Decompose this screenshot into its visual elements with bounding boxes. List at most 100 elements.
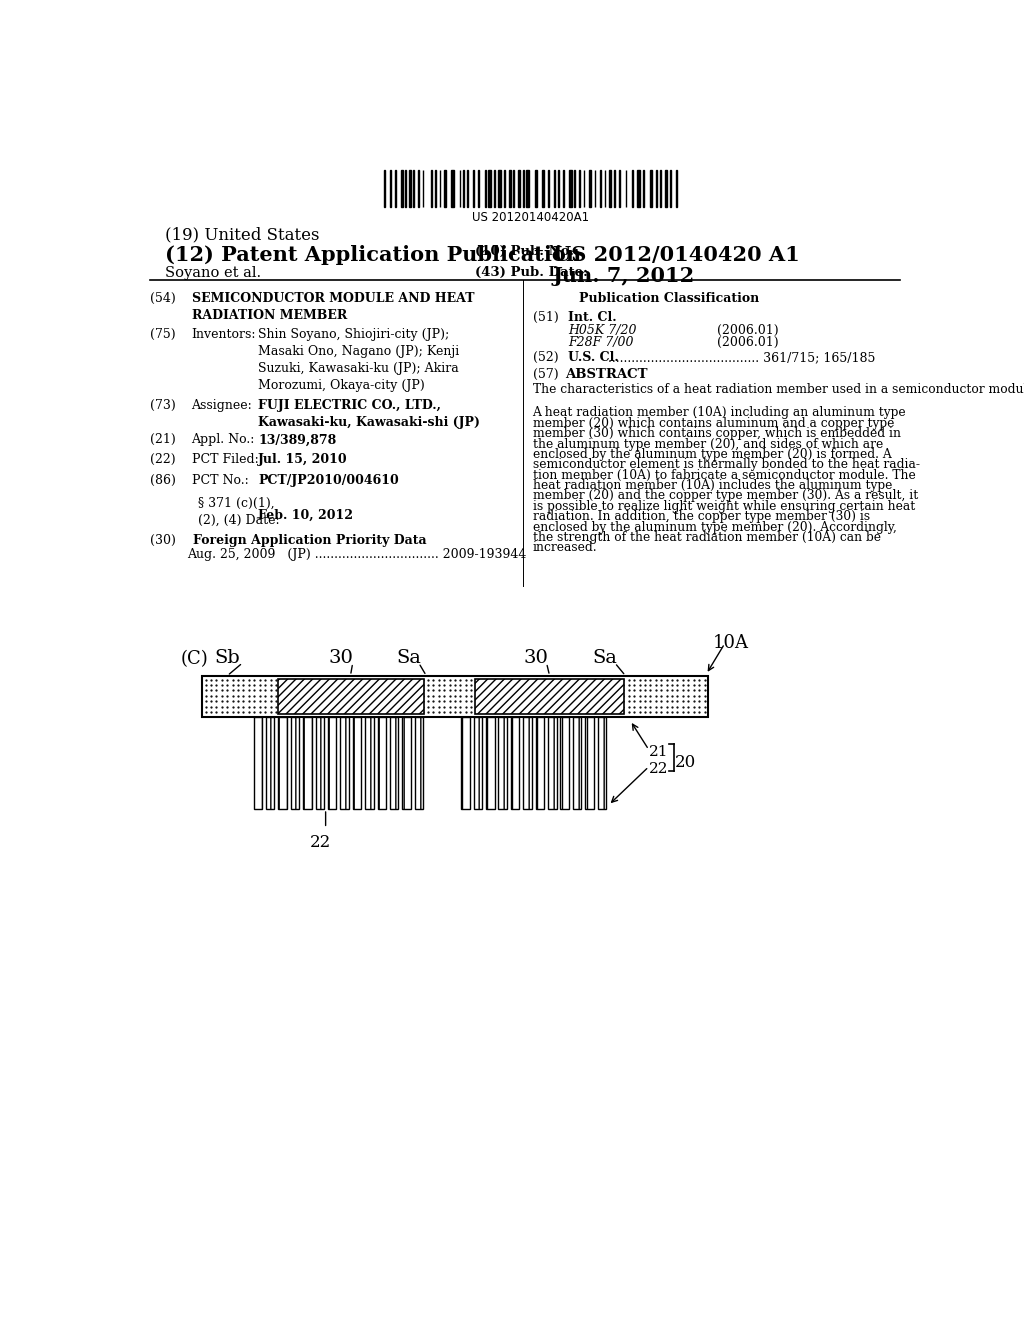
- Text: Sa: Sa: [592, 649, 617, 667]
- Text: (C): (C): [180, 649, 209, 668]
- Bar: [415, 717, 423, 809]
- Bar: [390, 717, 398, 809]
- Text: Soyano et al.: Soyano et al.: [165, 267, 261, 280]
- Bar: [328, 717, 337, 809]
- Text: (52): (52): [532, 351, 558, 364]
- Text: (2006.01): (2006.01): [717, 323, 778, 337]
- Bar: [474, 717, 482, 809]
- Bar: [279, 717, 287, 809]
- Bar: [352, 717, 361, 809]
- Text: (54): (54): [150, 293, 175, 305]
- Text: Appl. No.:: Appl. No.:: [191, 433, 255, 446]
- Text: (10) Pub. No.:: (10) Pub. No.:: [475, 244, 580, 257]
- Bar: [504, 170, 506, 207]
- Bar: [650, 170, 652, 207]
- Text: PCT Filed:: PCT Filed:: [191, 453, 258, 466]
- Text: ABSTRACT: ABSTRACT: [565, 368, 647, 381]
- Text: The characteristics of a heat radiation member used in a semiconductor module ar: The characteristics of a heat radiation …: [532, 383, 1024, 396]
- Bar: [523, 717, 531, 809]
- Text: heat radiation member (10A) includes the aluminum type: heat radiation member (10A) includes the…: [532, 479, 892, 492]
- Bar: [278, 678, 424, 714]
- Text: A heat radiation member (10A) including an aluminum type: A heat radiation member (10A) including …: [532, 407, 906, 420]
- Text: enclosed by the aluminum type member (20). Accordingly,: enclosed by the aluminum type member (20…: [532, 520, 896, 533]
- Text: Jul. 15, 2010: Jul. 15, 2010: [258, 453, 348, 466]
- Text: Assignee:: Assignee:: [191, 399, 252, 412]
- Text: member (30) which contains copper, which is embedded in: member (30) which contains copper, which…: [532, 428, 900, 440]
- Bar: [488, 170, 490, 207]
- Bar: [632, 170, 633, 207]
- Text: § 371 (c)(1),
(2), (4) Date:: § 371 (c)(1), (2), (4) Date:: [198, 498, 280, 527]
- Bar: [643, 170, 644, 207]
- Text: 20: 20: [675, 755, 696, 771]
- Text: (75): (75): [150, 327, 175, 341]
- Bar: [410, 170, 411, 207]
- Bar: [614, 170, 615, 207]
- Text: (86): (86): [150, 474, 175, 487]
- Text: 21: 21: [649, 744, 669, 759]
- Text: radiation. In addition, the copper type member (30) is: radiation. In addition, the copper type …: [532, 511, 869, 523]
- Text: SEMICONDUCTOR MODULE AND HEAT
RADIATION MEMBER: SEMICONDUCTOR MODULE AND HEAT RADIATION …: [191, 293, 474, 322]
- Bar: [303, 717, 311, 809]
- Text: Aug. 25, 2009   (JP) ................................ 2009-193944: Aug. 25, 2009 (JP) .....................…: [187, 548, 526, 561]
- Text: F28F 7/00: F28F 7/00: [568, 337, 634, 350]
- Bar: [484, 170, 486, 207]
- Text: 10A: 10A: [713, 635, 750, 652]
- Text: (19) United States: (19) United States: [165, 226, 319, 243]
- Bar: [589, 170, 591, 207]
- Text: (57): (57): [532, 368, 558, 381]
- Bar: [509, 170, 511, 207]
- Text: 22: 22: [309, 834, 331, 851]
- Bar: [536, 717, 544, 809]
- Bar: [475, 678, 624, 714]
- Bar: [461, 717, 470, 809]
- Bar: [340, 717, 349, 809]
- Bar: [394, 170, 396, 207]
- Bar: [598, 717, 606, 809]
- Text: Inventors:: Inventors:: [191, 327, 256, 341]
- Text: 30: 30: [524, 649, 549, 667]
- Bar: [548, 717, 557, 809]
- Text: US 20120140420A1: US 20120140420A1: [472, 211, 590, 224]
- Text: semiconductor element is thermally bonded to the heat radia-: semiconductor element is thermally bonde…: [532, 458, 920, 471]
- Bar: [499, 717, 507, 809]
- Bar: [366, 717, 374, 809]
- Text: (43) Pub. Date:: (43) Pub. Date:: [475, 267, 588, 280]
- Bar: [499, 170, 501, 207]
- Text: increased.: increased.: [532, 541, 597, 554]
- Text: Foreign Application Priority Data: Foreign Application Priority Data: [194, 535, 427, 548]
- Bar: [609, 170, 611, 207]
- Bar: [572, 717, 582, 809]
- Bar: [560, 717, 569, 809]
- Text: (2006.01): (2006.01): [717, 337, 778, 350]
- Bar: [400, 170, 403, 207]
- Text: Jun. 7, 2012: Jun. 7, 2012: [553, 267, 695, 286]
- Text: is possible to realize light weight while ensuring certain heat: is possible to realize light weight whil…: [532, 500, 914, 513]
- Text: FUJI ELECTRIC CO., LTD.,
Kawasaki-ku, Kawasaki-shi (JP): FUJI ELECTRIC CO., LTD., Kawasaki-ku, Ka…: [258, 399, 480, 429]
- Bar: [291, 717, 299, 809]
- Text: PCT/JP2010/004610: PCT/JP2010/004610: [258, 474, 399, 487]
- Text: 22: 22: [649, 762, 669, 776]
- Text: (51): (51): [532, 312, 558, 323]
- Bar: [486, 717, 495, 809]
- Bar: [586, 717, 594, 809]
- Bar: [655, 170, 657, 207]
- Bar: [266, 717, 274, 809]
- Bar: [535, 170, 538, 207]
- Text: Sa: Sa: [396, 649, 421, 667]
- Bar: [569, 170, 572, 207]
- Text: enclosed by the aluminum type member (20) is formed. A: enclosed by the aluminum type member (20…: [532, 447, 891, 461]
- Text: (12) Patent Application Publication: (12) Patent Application Publication: [165, 244, 582, 264]
- Text: US 2012/0140420 A1: US 2012/0140420 A1: [553, 244, 800, 264]
- Text: Publication Classification: Publication Classification: [579, 293, 760, 305]
- Bar: [378, 717, 386, 809]
- Text: (22): (22): [150, 453, 175, 466]
- Text: the strength of the heat radiation member (10A) can be: the strength of the heat radiation membe…: [532, 531, 881, 544]
- Bar: [637, 170, 640, 207]
- Text: Shin Soyano, Shiojiri-city (JP);
Masaki Ono, Nagano (JP); Kenji
Suzuki, Kawasaki: Shin Soyano, Shiojiri-city (JP); Masaki …: [258, 327, 460, 392]
- Text: 30: 30: [329, 649, 353, 667]
- Bar: [402, 717, 411, 809]
- Bar: [315, 717, 324, 809]
- Text: (21): (21): [150, 433, 175, 446]
- Text: U.S. Cl.: U.S. Cl.: [568, 351, 618, 364]
- Text: member (20) which contains aluminum and a copper type: member (20) which contains aluminum and …: [532, 417, 894, 430]
